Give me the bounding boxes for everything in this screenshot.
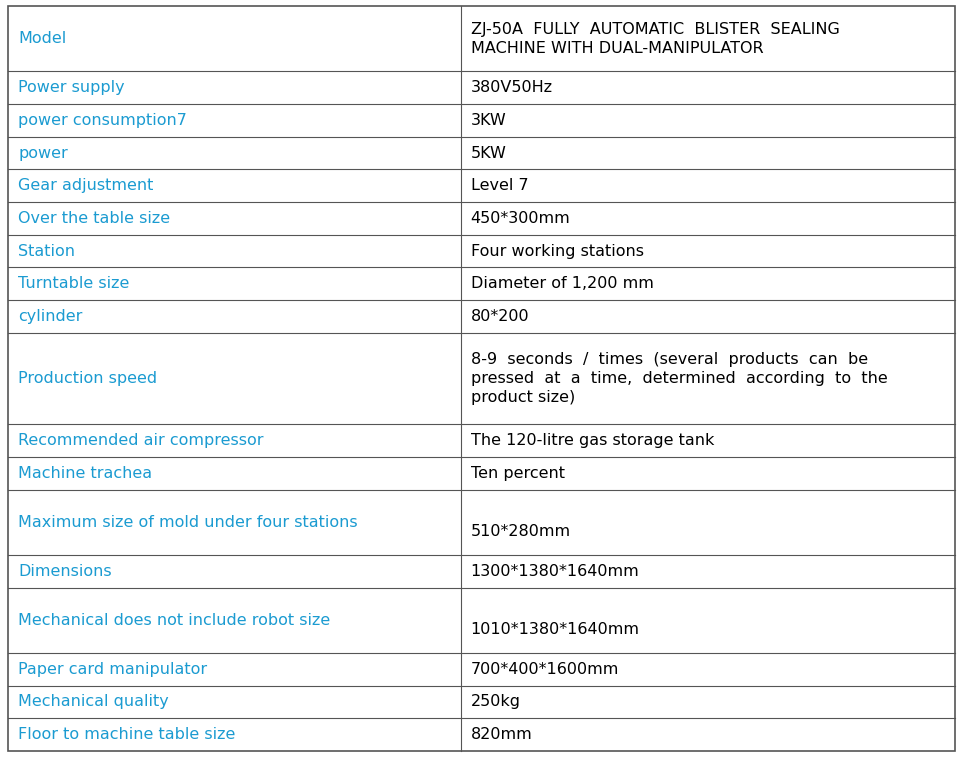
Text: Recommended air compressor: Recommended air compressor xyxy=(18,433,264,448)
Text: Over the table size: Over the table size xyxy=(18,211,170,226)
Text: Power supply: Power supply xyxy=(18,80,124,95)
Text: power consumption7: power consumption7 xyxy=(18,113,187,128)
Text: Dimensions: Dimensions xyxy=(18,564,112,579)
Text: 8-9  seconds  /  times  (several  products  can  be
pressed  at  a  time,  deter: 8-9 seconds / times (several products ca… xyxy=(471,352,888,405)
Text: Ten percent: Ten percent xyxy=(471,466,564,481)
Text: 3KW: 3KW xyxy=(471,113,507,128)
Text: Turntable size: Turntable size xyxy=(18,276,129,291)
Text: 450*300mm: 450*300mm xyxy=(471,211,570,226)
Text: power: power xyxy=(18,145,67,160)
Text: Maximum size of mold under four stations: Maximum size of mold under four stations xyxy=(18,515,357,530)
Text: Station: Station xyxy=(18,244,75,259)
Text: Paper card manipulator: Paper card manipulator xyxy=(18,662,207,677)
Text: The 120-litre gas storage tank: The 120-litre gas storage tank xyxy=(471,433,714,448)
Text: cylinder: cylinder xyxy=(18,309,83,324)
Text: Level 7: Level 7 xyxy=(471,178,529,193)
Text: 80*200: 80*200 xyxy=(471,309,530,324)
Text: 510*280mm: 510*280mm xyxy=(471,505,571,540)
Text: 820mm: 820mm xyxy=(471,727,533,742)
Text: Diameter of 1,200 mm: Diameter of 1,200 mm xyxy=(471,276,654,291)
Text: Mechanical quality: Mechanical quality xyxy=(18,694,169,709)
Text: Gear adjustment: Gear adjustment xyxy=(18,178,153,193)
Text: 1300*1380*1640mm: 1300*1380*1640mm xyxy=(471,564,639,579)
Text: 1010*1380*1640mm: 1010*1380*1640mm xyxy=(471,603,639,637)
Text: ZJ-50A  FULLY  AUTOMATIC  BLISTER  SEALING
MACHINE WITH DUAL-MANIPULATOR: ZJ-50A FULLY AUTOMATIC BLISTER SEALING M… xyxy=(471,22,840,56)
Text: Four working stations: Four working stations xyxy=(471,244,643,259)
Text: 5KW: 5KW xyxy=(471,145,507,160)
Text: Floor to machine table size: Floor to machine table size xyxy=(18,727,235,742)
Text: Machine trachea: Machine trachea xyxy=(18,466,152,481)
Text: 380V50Hz: 380V50Hz xyxy=(471,80,553,95)
Text: 250kg: 250kg xyxy=(471,694,521,709)
Text: Model: Model xyxy=(18,31,66,46)
Text: Production speed: Production speed xyxy=(18,371,157,386)
Text: Mechanical does not include robot size: Mechanical does not include robot size xyxy=(18,613,330,628)
Text: 700*400*1600mm: 700*400*1600mm xyxy=(471,662,619,677)
